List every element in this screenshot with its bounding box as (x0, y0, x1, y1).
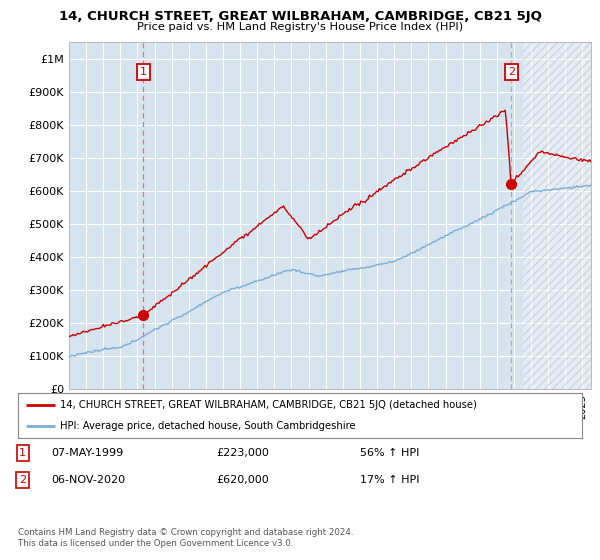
Text: £620,000: £620,000 (216, 475, 269, 485)
Text: 17% ↑ HPI: 17% ↑ HPI (360, 475, 419, 485)
Text: 56% ↑ HPI: 56% ↑ HPI (360, 448, 419, 458)
Text: 2: 2 (508, 67, 515, 77)
Text: Price paid vs. HM Land Registry's House Price Index (HPI): Price paid vs. HM Land Registry's House … (137, 22, 463, 32)
Text: £223,000: £223,000 (216, 448, 269, 458)
Text: 14, CHURCH STREET, GREAT WILBRAHAM, CAMBRIDGE, CB21 5JQ: 14, CHURCH STREET, GREAT WILBRAHAM, CAMB… (59, 10, 541, 23)
Bar (523, 42, 591, 389)
Text: HPI: Average price, detached house, South Cambridgeshire: HPI: Average price, detached house, Sout… (60, 421, 356, 431)
Text: Contains HM Land Registry data © Crown copyright and database right 2024.
This d: Contains HM Land Registry data © Crown c… (18, 528, 353, 548)
Text: 2: 2 (19, 475, 26, 485)
Text: 1: 1 (19, 448, 26, 458)
Text: 14, CHURCH STREET, GREAT WILBRAHAM, CAMBRIDGE, CB21 5JQ (detached house): 14, CHURCH STREET, GREAT WILBRAHAM, CAMB… (60, 400, 477, 410)
Text: 1: 1 (140, 67, 147, 77)
Text: 06-NOV-2020: 06-NOV-2020 (51, 475, 125, 485)
Text: 07-MAY-1999: 07-MAY-1999 (51, 448, 123, 458)
